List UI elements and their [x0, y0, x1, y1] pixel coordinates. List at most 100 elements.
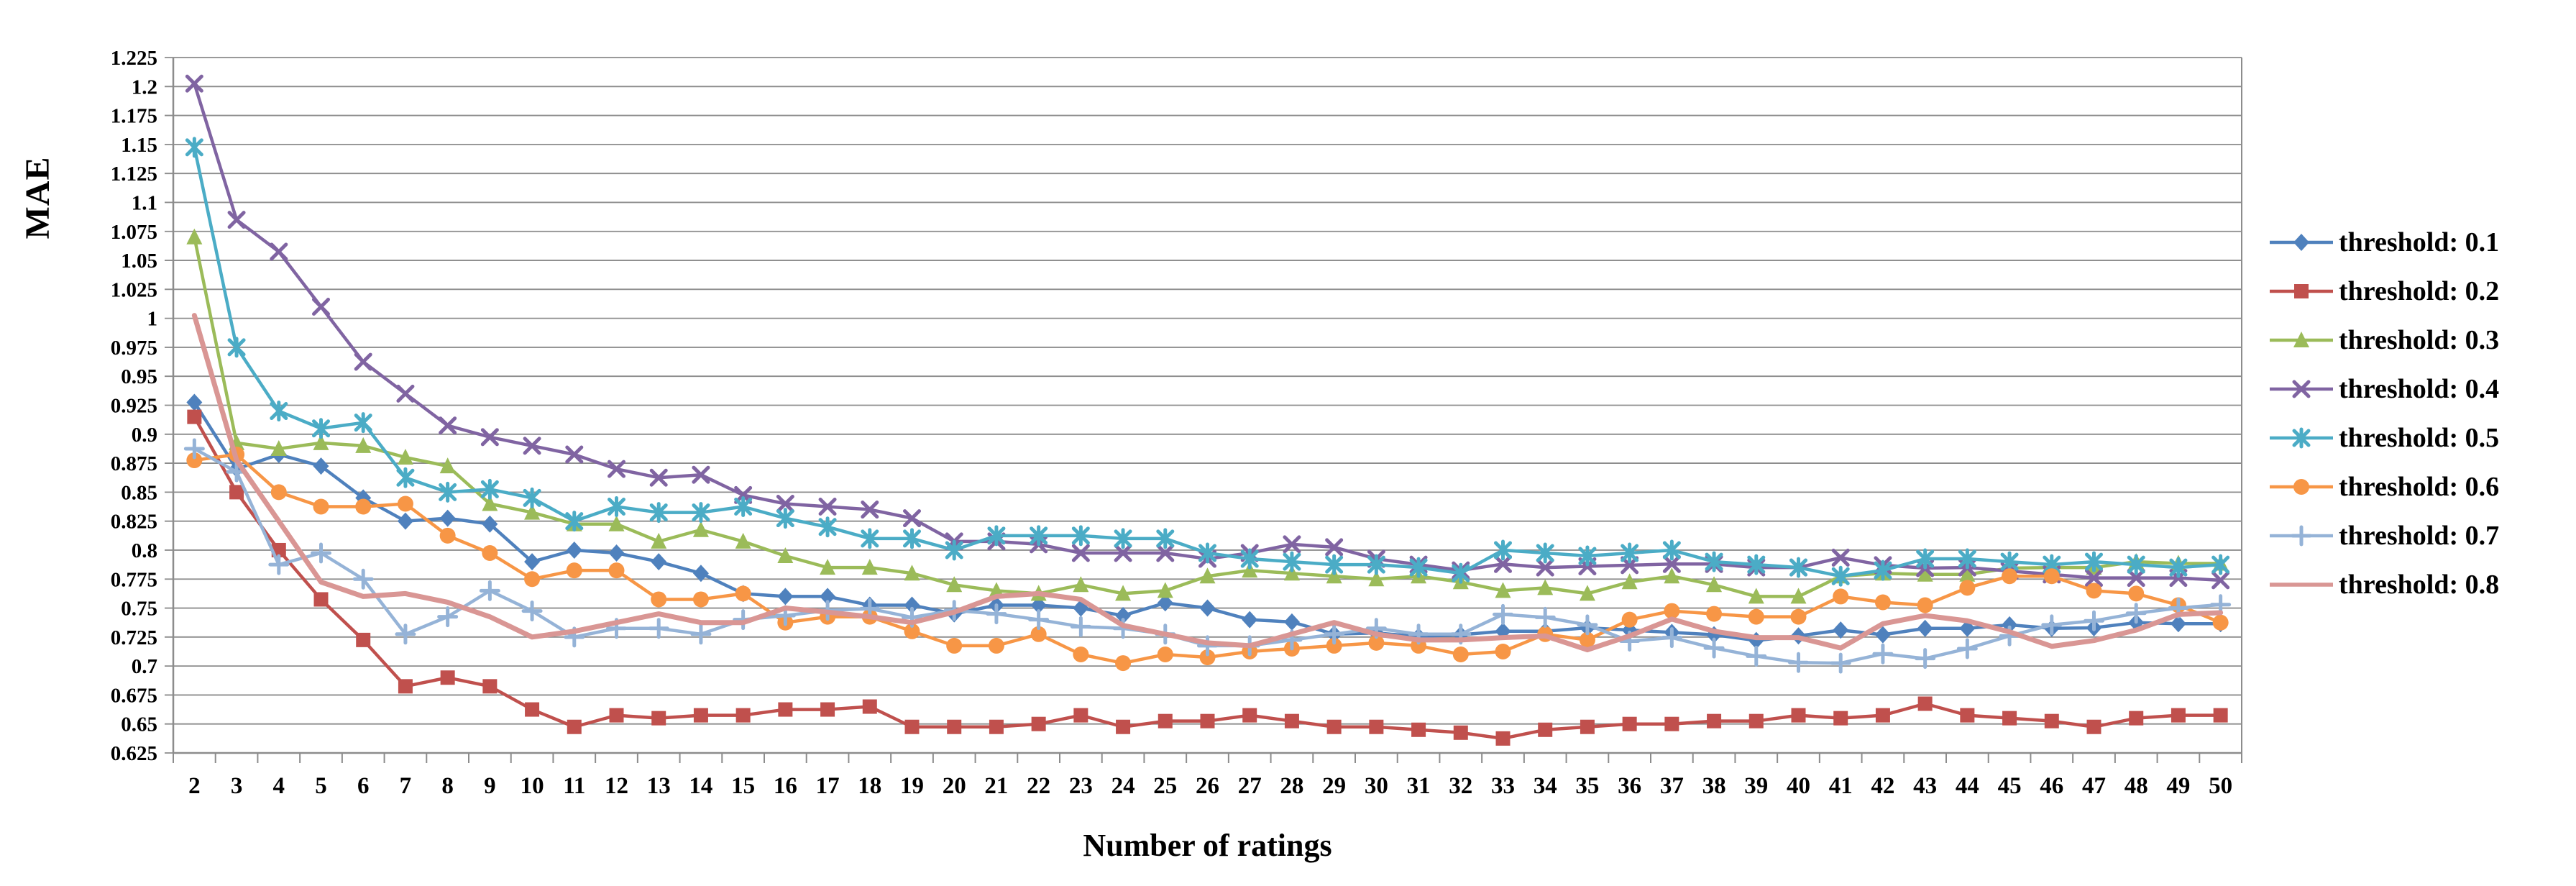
x-tick-label: 21	[984, 773, 1008, 799]
legend-label: threshold: 0.6	[2339, 472, 2500, 502]
x-tick-label: 50	[2209, 773, 2232, 799]
x-tick-label: 16	[774, 773, 797, 799]
x-tick-label: 23	[1069, 773, 1093, 799]
x-tick-label: 24	[1111, 773, 1135, 799]
x-tick-label: 39	[1744, 773, 1768, 799]
legend-swatch	[2270, 479, 2333, 495]
y-tick-label: 0.625	[111, 742, 157, 765]
legend-item-threshold-0.6: threshold: 0.6	[2268, 462, 2570, 511]
gridlines	[165, 57, 2242, 754]
x-tick-label: 15	[731, 773, 755, 799]
legend-swatch	[2270, 332, 2333, 347]
x-tick-label: 41	[1829, 773, 1853, 799]
legend-swatch	[2270, 380, 2333, 398]
y-tick-label: 1.225	[111, 47, 157, 70]
y-tick-label: 0.675	[111, 684, 157, 707]
legend-item-threshold-0.2: threshold: 0.2	[2268, 267, 2570, 316]
y-tick-label: 1.15	[121, 134, 157, 157]
x-tick-label: 33	[1491, 773, 1515, 799]
y-tick-label: 0.975	[111, 337, 157, 360]
axes	[172, 58, 2242, 763]
series-threshold-0.2	[187, 409, 2228, 746]
x-tick-label: 46	[2040, 773, 2063, 799]
legend-label: threshold: 0.7	[2339, 521, 2500, 551]
x-tick-label: 31	[1407, 773, 1431, 799]
x-tick-label: 38	[1702, 773, 1726, 799]
x-tick-label: 13	[647, 773, 671, 799]
y-tick-label: 0.8	[132, 539, 157, 562]
x-tick-label: 37	[1660, 773, 1684, 799]
x-tick-label: 20	[943, 773, 966, 799]
y-tick-label: 1.175	[111, 105, 157, 128]
x-tick-label: 3	[231, 773, 243, 799]
x-tick-label: 10	[521, 773, 544, 799]
series-threshold-0.5	[185, 137, 2230, 587]
x-tick-label: 32	[1449, 773, 1472, 799]
legend-swatch	[2270, 234, 2333, 251]
x-tick-label: 48	[2124, 773, 2148, 799]
legend-label: threshold: 0.5	[2339, 423, 2500, 453]
y-axis-ticks: 0.625 0.65 0.675 0.7 0.725 0.75 0.775 0.8 0.825 0…	[111, 47, 157, 765]
x-tick-label: 26	[1196, 773, 1219, 799]
x-tick-label: 40	[1787, 773, 1810, 799]
legend: threshold: 0.1 threshold: 0.2 threshold: 0…	[2268, 218, 2570, 609]
y-tick-label: 0.925	[111, 395, 157, 418]
x-tick-label: 14	[689, 773, 712, 799]
legend-item-threshold-0.4: threshold: 0.4	[2268, 365, 2570, 414]
legend-item-threshold-0.1: threshold: 0.1	[2268, 218, 2570, 267]
legend-swatch	[2270, 583, 2333, 587]
y-axis-title: MAE	[19, 156, 57, 239]
y-tick-label: 0.75	[121, 598, 157, 621]
y-tick-label: 1.05	[121, 250, 157, 273]
x-tick-label: 49	[2166, 773, 2190, 799]
x-tick-label: 34	[1534, 773, 1557, 799]
y-tick-label: 1.075	[111, 221, 157, 244]
x-tick-label: 11	[563, 773, 585, 799]
x-tick-label: 47	[2082, 773, 2106, 799]
x-tick-label: 17	[816, 773, 840, 799]
x-axis-title: Number of ratings	[1083, 828, 1332, 863]
x-tick-label: 30	[1365, 773, 1388, 799]
x-tick-label: 25	[1153, 773, 1177, 799]
x-tick-label: 4	[273, 773, 285, 799]
legend-label: threshold: 0.3	[2339, 325, 2500, 355]
x-tick-label: 43	[1913, 773, 1937, 799]
y-tick-label: 0.65	[121, 713, 157, 736]
x-tick-label: 44	[1956, 773, 1979, 799]
legend-item-threshold-0.5: threshold: 0.5	[2268, 414, 2570, 462]
legend-label: threshold: 0.2	[2339, 276, 2500, 306]
series-line	[193, 235, 2222, 598]
y-tick-label: 1.025	[111, 278, 157, 301]
x-tick-label: 36	[1618, 773, 1641, 799]
legend-label: threshold: 0.8	[2339, 570, 2500, 600]
legend-item-threshold-0.8: threshold: 0.8	[2268, 560, 2570, 609]
y-tick-label: 0.875	[111, 452, 157, 475]
x-tick-label: 18	[858, 773, 881, 799]
x-axis-ticks: 2 3 4 5 6 7 8 9 10 11 12 13 14 15 16 17 18 19 20 21 22 23 24 25…	[188, 773, 2232, 799]
series-threshold-0.8	[191, 313, 2224, 653]
y-tick-label: 0.7	[132, 655, 157, 678]
y-tick-label: 0.825	[111, 511, 157, 534]
legend-item-threshold-0.7: threshold: 0.7	[2268, 511, 2570, 560]
x-tick-label: 29	[1322, 773, 1346, 799]
x-tick-label: 9	[484, 773, 496, 799]
y-tick-label: 0.725	[111, 626, 157, 649]
series-line	[191, 313, 2224, 653]
x-tick-label: 35	[1575, 773, 1599, 799]
legend-label: threshold: 0.1	[2339, 227, 2500, 257]
legend-item-threshold-0.3: threshold: 0.3	[2268, 316, 2570, 365]
legend-label: threshold: 0.4	[2339, 374, 2500, 404]
x-tick-label: 28	[1280, 773, 1303, 799]
legend-swatch	[2270, 284, 2333, 298]
x-tick-label: 5	[315, 773, 327, 799]
x-tick-label: 19	[900, 773, 924, 799]
y-tick-label: 0.95	[121, 365, 157, 388]
legend-swatch	[2270, 427, 2333, 449]
series-threshold-0.6	[186, 446, 2229, 672]
x-tick-label: 8	[441, 773, 454, 799]
legend-swatch	[2270, 525, 2333, 547]
x-tick-label: 27	[1238, 773, 1262, 799]
x-tick-label: 12	[605, 773, 628, 799]
y-tick-label: 0.85	[121, 481, 157, 504]
y-tick-label: 1.125	[111, 163, 157, 186]
